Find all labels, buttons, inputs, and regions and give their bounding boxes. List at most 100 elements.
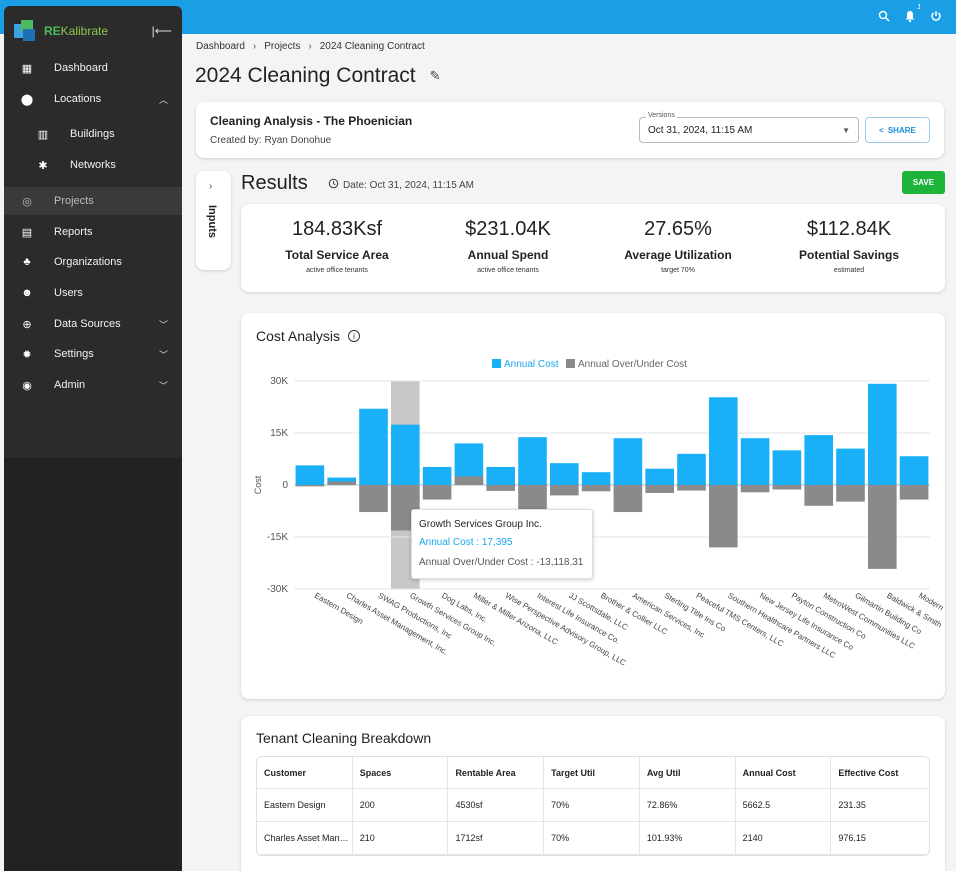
- breadcrumb-separator-icon: ›: [308, 41, 312, 52]
- tooltip-over-under: Annual Over/Under Cost : -13,118.31: [419, 557, 584, 568]
- power-icon[interactable]: [928, 8, 944, 24]
- sidebar-item-label: Locations: [54, 93, 102, 105]
- top-bar-actions: 1: [876, 4, 944, 24]
- sidebar-item-networks[interactable]: ✱ Networks: [4, 151, 182, 179]
- sidebar-item-label: Reports: [54, 226, 93, 238]
- sidebar-lower-panel: [4, 458, 182, 871]
- kpi-value: $231.04K: [465, 218, 551, 240]
- network-icon: ✱: [38, 159, 48, 172]
- brand-rest: Kalibrate: [60, 24, 109, 38]
- sidebar-item-data-sources[interactable]: ⊕ Data Sources ﹀: [4, 310, 182, 338]
- sidebar-item-dashboard[interactable]: ▦ Dashboard: [4, 54, 182, 82]
- brand-logo[interactable]: REKalibrate: [14, 20, 108, 42]
- column-header[interactable]: Customer: [257, 757, 353, 788]
- dashboard-icon: ▦: [21, 62, 33, 75]
- sidebar-item-locations[interactable]: ⬤ Locations ︿: [4, 85, 182, 113]
- results-date: Date: Oct 31, 2024, 11:15 AM: [343, 179, 475, 191]
- page-title: 2024 Cleaning Contract: [195, 64, 416, 87]
- over-under-cost-bar: [549, 485, 579, 496]
- annual-cost-bar: [359, 408, 388, 485]
- notification-badge: 1: [917, 4, 921, 11]
- annual-cost-bar: [581, 472, 611, 485]
- versions-label: Versions: [646, 112, 677, 119]
- annual-cost-bar: [390, 424, 420, 485]
- y-axis-label: Cost: [253, 475, 263, 494]
- over-under-cost-bar: [677, 485, 706, 491]
- edit-pencil-icon[interactable]: ✎: [429, 68, 441, 83]
- kpi-card: 184.83Ksf Total Service Area active offi…: [241, 204, 945, 292]
- collapse-sidebar-icon[interactable]: |⟵: [151, 24, 172, 38]
- over-under-cost-bar: [454, 476, 484, 485]
- y-tick-label: 15K: [270, 428, 288, 439]
- kpi-average-utilization: 27.65% Average Utilization target 70%: [590, 218, 766, 274]
- table-cell: Charles Asset Man…: [257, 822, 353, 854]
- column-header[interactable]: Target Util: [544, 757, 640, 788]
- sidebar-item-buildings[interactable]: ▥ Buildings: [4, 120, 182, 148]
- analysis-header-card: Cleaning Analysis - The Phoenician Creat…: [196, 102, 944, 158]
- sidebar-item-settings[interactable]: ✹ Settings ﹀: [4, 340, 182, 368]
- annual-cost-bar: [677, 453, 706, 485]
- legend-label-over-under: Annual Over/Under Cost: [578, 359, 687, 370]
- table-title: Tenant Cleaning Breakdown: [256, 730, 432, 746]
- org-chart-icon: ♣: [23, 256, 31, 268]
- table-cell: 1712sf: [448, 822, 545, 854]
- sidebar-item-label: Settings: [54, 348, 94, 360]
- share-label: SHARE: [887, 125, 916, 135]
- share-icon: <: [879, 125, 884, 135]
- sidebar-item-users[interactable]: ☻ Users: [4, 279, 182, 307]
- annual-cost-bar: [836, 448, 865, 485]
- over-under-cost-bar: [740, 485, 770, 493]
- sidebar-item-admin[interactable]: ◉ Admin ﹀: [4, 371, 182, 399]
- over-under-cost-bar: [899, 485, 929, 500]
- share-button[interactable]: < SHARE: [865, 117, 930, 143]
- save-button[interactable]: SAVE: [902, 171, 945, 194]
- tooltip-annual-cost: Annual Cost : 17,395: [419, 537, 513, 548]
- search-icon[interactable]: [876, 8, 892, 24]
- column-header[interactable]: Avg Util: [640, 757, 736, 788]
- annual-cost-bar: [295, 465, 325, 485]
- history-clock-icon: [328, 178, 339, 192]
- over-under-cost-bar: [422, 485, 452, 500]
- table-row[interactable]: Eastern Design 200 4530sf 70% 72.86% 566…: [257, 789, 929, 822]
- column-header[interactable]: Annual Cost: [736, 757, 832, 788]
- breadcrumb-projects[interactable]: Projects: [264, 41, 301, 52]
- tenant-breakdown-card: Tenant Cleaning Breakdown Customer Space…: [241, 716, 945, 871]
- sidebar-item-projects[interactable]: ◎ Projects: [4, 187, 182, 215]
- versions-value: Oct 31, 2024, 11:15 AM: [648, 125, 753, 136]
- over-under-cost-bar: [708, 485, 738, 548]
- over-under-cost-bar: [645, 485, 675, 493]
- sidebar-item-reports[interactable]: ▤ Reports: [4, 218, 182, 246]
- kpi-sub: active office tenants: [477, 267, 539, 274]
- column-header[interactable]: Spaces: [353, 757, 449, 788]
- sidebar-item-organizations[interactable]: ♣ Organizations: [4, 248, 182, 276]
- annual-cost-bar: [708, 397, 738, 485]
- kpi-sub: estimated: [833, 267, 865, 274]
- sidebar-item-label: Organizations: [54, 256, 122, 268]
- info-icon[interactable]: i: [348, 330, 361, 342]
- users-icon: ☻: [21, 287, 33, 299]
- notifications-icon[interactable]: 1: [902, 4, 921, 24]
- chevron-down-icon: ﹀: [158, 319, 168, 330]
- table-cell: 2140: [736, 822, 832, 854]
- versions-select[interactable]: Versions Oct 31, 2024, 11:15 AM ▼: [639, 112, 859, 143]
- kpi-label: Total Service Area: [285, 248, 389, 262]
- annual-cost-bar: [804, 435, 834, 485]
- inputs-drawer-tab[interactable]: › Inputs: [196, 171, 231, 270]
- over-under-cost-bar: [518, 485, 547, 510]
- column-header[interactable]: Effective Cost: [838, 767, 899, 778]
- kpi-label: Annual Spend: [467, 248, 549, 262]
- breadcrumb-separator-icon: ›: [252, 41, 257, 52]
- table-row[interactable]: Charles Asset Man… 210 1712sf 70% 101.93…: [257, 822, 929, 855]
- annual-cost-bar: [613, 438, 643, 485]
- kpi-value: 27.65%: [644, 218, 712, 240]
- kpi-label: Average Utilization: [624, 248, 732, 262]
- breadcrumb: Dashboard › Projects › 2024 Cleaning Con…: [196, 41, 425, 52]
- created-by: Created by: Ryan Donohue: [210, 135, 332, 146]
- results-date-row: Date: Oct 31, 2024, 11:15 AM: [328, 178, 474, 192]
- page-title-row: 2024 Cleaning Contract ✎: [195, 64, 441, 88]
- table-cell: 4530sf: [448, 789, 545, 821]
- cost-analysis-title-row: Cost Analysis i: [256, 328, 361, 344]
- column-header[interactable]: Rentable Area: [448, 757, 545, 788]
- breadcrumb-dashboard[interactable]: Dashboard: [196, 41, 245, 52]
